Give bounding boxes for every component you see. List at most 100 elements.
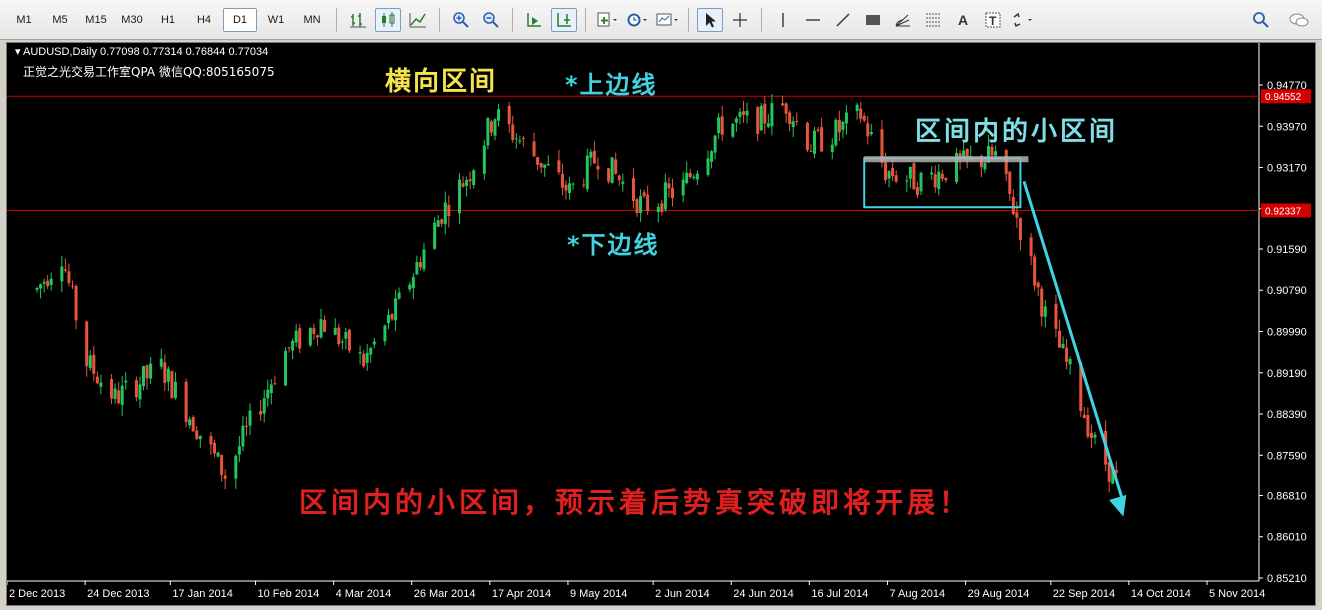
timeframe-d1-button[interactable]: D1 — [223, 7, 257, 32]
line-chart-icon[interactable] — [405, 8, 431, 32]
candle-body — [940, 173, 944, 179]
candle-body — [188, 419, 192, 426]
timeframe-m15-button[interactable]: M15 — [85, 13, 107, 26]
timeframe-h4-button[interactable]: H4 — [196, 13, 212, 26]
cursor-arrow-icon[interactable] — [697, 7, 723, 32]
arrows-tool-icon[interactable] — [1010, 8, 1036, 32]
candle-body — [443, 202, 447, 225]
candle-body — [589, 151, 593, 158]
candle-body — [489, 121, 493, 133]
horizontal-line-icon[interactable] — [800, 8, 826, 32]
candle-body — [42, 281, 46, 284]
candle-body — [986, 146, 990, 163]
candle-body — [436, 220, 440, 227]
timeframe-mn-button[interactable]: MN — [303, 13, 321, 26]
candle-body — [568, 183, 572, 194]
candle-body — [784, 103, 788, 114]
candle-body — [394, 298, 398, 321]
price-chart[interactable]: 0.947700.939700.931700.923700.915900.907… — [7, 43, 1317, 607]
y-tick-label: 0.86010 — [1267, 532, 1307, 544]
candle-body — [720, 116, 724, 135]
candle-body — [571, 183, 575, 185]
candle-body — [365, 352, 369, 363]
candle-body — [891, 167, 895, 177]
rectangle-icon[interactable] — [860, 8, 886, 32]
timeframe-m1-button[interactable]: M1 — [16, 13, 32, 26]
candle-body — [248, 410, 252, 426]
candle-body — [507, 106, 511, 125]
chart-shift-icon[interactable] — [551, 7, 577, 32]
periods-clock-icon[interactable] — [624, 8, 650, 32]
vertical-line-icon[interactable] — [770, 8, 796, 32]
collapse-triangle-icon[interactable]: ▾ — [15, 46, 21, 58]
fibonacci-retracement-icon[interactable] — [920, 8, 946, 32]
x-tick-label: 26 Mar 2014 — [414, 588, 476, 600]
toolbar-separator — [585, 7, 586, 32]
chart-window[interactable]: 0.947700.939700.931700.923700.915900.907… — [6, 42, 1316, 606]
candle-body — [234, 455, 238, 479]
timeframe-h1-button[interactable]: H1 — [160, 13, 176, 26]
candle-body — [887, 171, 891, 179]
timeframe-m30-button[interactable]: M30 — [121, 13, 143, 26]
fibonacci-fan-icon[interactable] — [890, 8, 916, 32]
candle-body — [49, 278, 53, 285]
auto-scroll-icon[interactable] — [521, 8, 547, 32]
candle-body — [738, 111, 742, 117]
candle-body — [173, 381, 177, 398]
search-icon[interactable] — [1248, 8, 1274, 32]
candle-body — [216, 452, 220, 457]
annotation-lower-line: *下边线 — [567, 231, 660, 259]
annotation-conclusion: 区间内的小区间，预示着后势真突破即将开展！ — [299, 486, 972, 519]
zoom-out-icon[interactable] — [478, 8, 504, 32]
candle-body — [95, 376, 99, 384]
candle-body — [209, 436, 213, 445]
text-tool-icon[interactable]: A — [950, 8, 976, 32]
zoom-in-icon[interactable] — [448, 8, 474, 32]
candle-body — [411, 276, 415, 289]
candle-body — [795, 120, 799, 122]
x-tick-label: 29 Aug 2014 — [968, 588, 1030, 600]
candle-body — [695, 173, 699, 180]
chat-bubble-icon[interactable] — [1286, 8, 1312, 32]
candle-body — [418, 262, 422, 268]
crosshair-icon[interactable] — [727, 8, 753, 32]
candle-body — [287, 347, 291, 349]
candle-body — [631, 178, 635, 201]
candle-body — [1036, 282, 1040, 288]
timeframe-m5-button[interactable]: M5 — [52, 13, 68, 26]
candle-body — [468, 179, 472, 182]
candle-body — [447, 204, 451, 217]
candle-body — [1089, 432, 1093, 438]
templates-icon[interactable] — [654, 8, 680, 32]
x-tick-label: 16 Jul 2014 — [811, 588, 868, 600]
candle-body — [195, 430, 199, 439]
candle-body — [671, 187, 675, 199]
candle-body — [717, 117, 721, 134]
candle-body — [1061, 343, 1065, 348]
x-tick-label: 24 Jun 2014 — [733, 588, 794, 600]
candle-body — [596, 165, 600, 170]
breakout-arrow-shaft — [1022, 180, 1125, 504]
candle-body — [582, 184, 586, 186]
candle-body — [340, 341, 344, 343]
candle-body — [660, 203, 664, 212]
level-price-label: 0.92337 — [1265, 206, 1302, 217]
candle-body — [713, 135, 717, 153]
y-tick-label: 0.93970 — [1267, 121, 1307, 133]
candle-body — [117, 390, 121, 404]
candle-body — [457, 179, 461, 214]
candle-body — [614, 159, 618, 174]
trendline-icon[interactable] — [830, 8, 856, 32]
candle-body — [1011, 196, 1015, 215]
candlestick-chart-icon[interactable] — [375, 7, 401, 32]
timeframe-w1-button[interactable]: W1 — [267, 13, 285, 26]
candle-body — [244, 425, 248, 427]
bar-chart-icon[interactable] — [345, 8, 371, 32]
text-label-icon[interactable]: T — [980, 8, 1006, 32]
candle-body — [862, 116, 866, 121]
candle-body — [830, 144, 834, 152]
indicators-icon[interactable] — [594, 8, 620, 32]
candle-body — [706, 158, 710, 175]
candle-body — [273, 383, 277, 385]
candle-body — [933, 174, 937, 188]
